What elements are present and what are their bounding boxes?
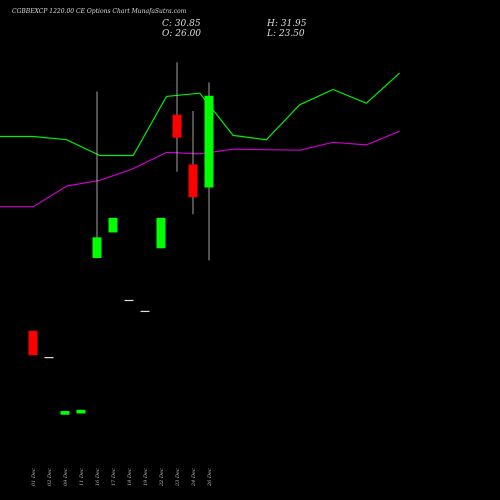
candle-24-dec (188, 110, 198, 215)
x-tick-label: 19 Dec (143, 468, 149, 486)
candle-23-dec (172, 62, 182, 172)
candle-22-dec (156, 217, 166, 249)
candle-18-dec (124, 299, 134, 302)
candle-01-dec (28, 330, 38, 356)
candle-body (44, 357, 54, 359)
candle-16-dec (92, 91, 102, 258)
x-tick-label: 23 Dec (175, 468, 181, 487)
indicator-lines (0, 72, 401, 208)
candle-body (188, 164, 198, 198)
candle-09-dec (60, 411, 70, 415)
candle-body (60, 411, 70, 415)
x-tick-label: 09 Dec (63, 468, 69, 486)
candle-body (108, 217, 118, 233)
candle-body (28, 330, 38, 356)
indicator-line-1 (0, 72, 401, 157)
x-tick-label: 01 Dec (31, 468, 37, 486)
candle-19-dec (140, 310, 150, 313)
candle-body (76, 409, 86, 414)
x-tick-label: 22 Dec (159, 468, 165, 487)
x-tick-label: 24 Dec (191, 468, 197, 487)
indicator-line-2 (0, 130, 400, 208)
x-tick-label: 11 Dec (79, 468, 85, 486)
x-tick-label: 02 Dec (47, 468, 53, 486)
candle-17-dec (108, 217, 118, 233)
candles (28, 62, 214, 415)
high-value: H: 31.95 (267, 19, 307, 29)
chart-title: CGBBEXCP 1220.00 CE Options Chart Munafa… (12, 8, 187, 15)
candle-body (124, 299, 134, 302)
x-tick-label: 17 Dec (111, 468, 117, 486)
x-axis-labels: 01 Dec 02 Dec 09 Dec 11 Dec 16 Dec 17 Dec 18 D… (31, 468, 213, 487)
x-tick-label: 26 Dec (207, 468, 213, 487)
close-value: C: 30.85 (162, 19, 201, 29)
candle-body (172, 114, 182, 138)
open-value: O: 26.00 (162, 29, 202, 39)
candle-body (140, 310, 150, 313)
x-tick-label: 18 Dec (127, 468, 133, 486)
x-tick-label: 16 Dec (95, 468, 101, 486)
candle-body (156, 217, 166, 249)
candle-02-dec (44, 357, 54, 359)
candle-body (92, 237, 102, 258)
low-value: L: 23.50 (267, 29, 305, 39)
candle-26-dec (204, 82, 214, 261)
candle-body (204, 95, 214, 188)
candle-11-dec (76, 409, 86, 414)
